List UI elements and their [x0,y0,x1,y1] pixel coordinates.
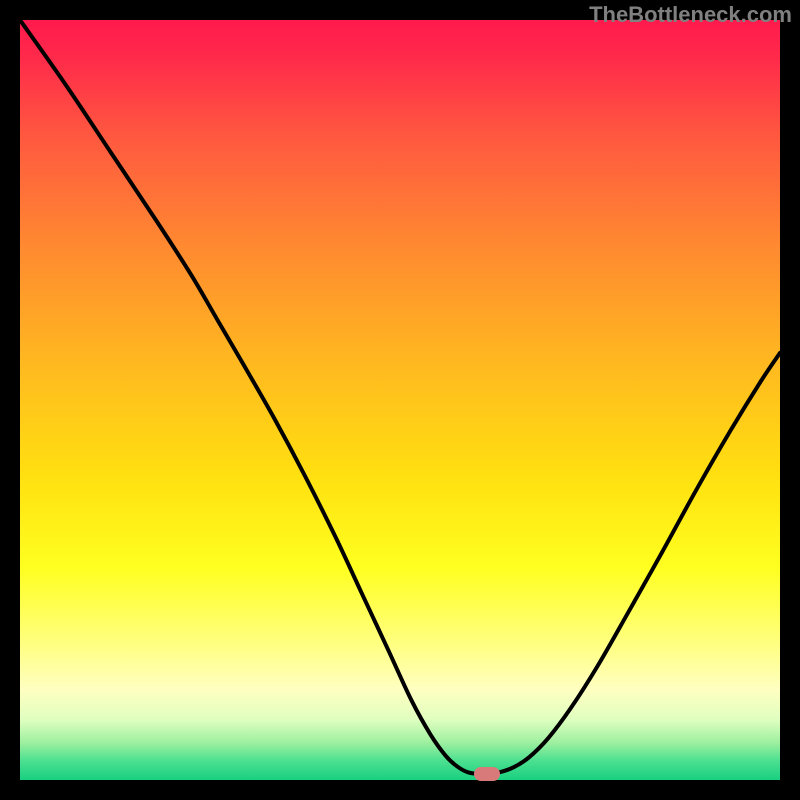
curve-path [20,20,780,774]
bottleneck-curve [20,20,780,780]
watermark-text: TheBottleneck.com [589,2,792,28]
chart-container: TheBottleneck.com [0,0,800,800]
optimal-marker [474,767,500,781]
plot-area [20,20,780,780]
